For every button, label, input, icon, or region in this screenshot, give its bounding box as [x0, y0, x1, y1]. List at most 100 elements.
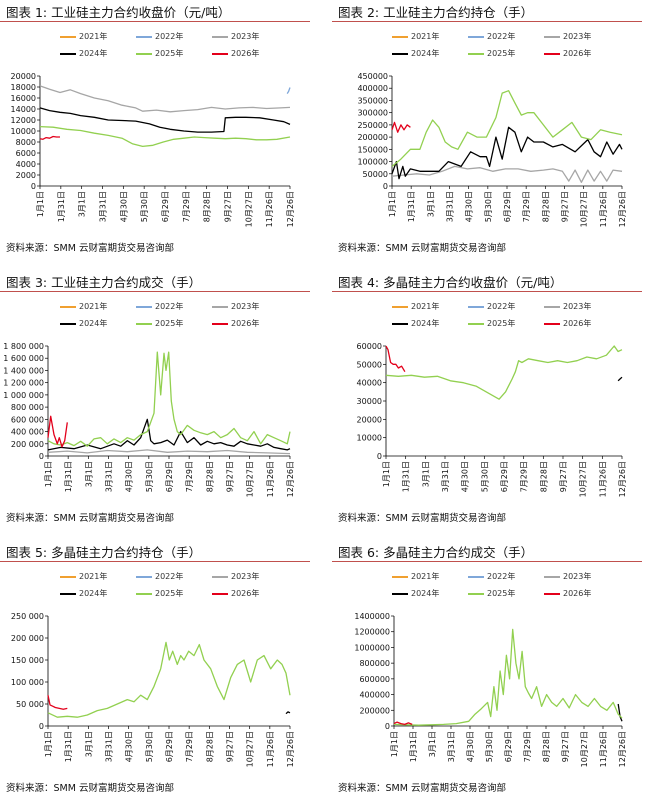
legend-swatch	[136, 35, 152, 38]
legend-label: 2022年	[155, 302, 184, 311]
title-divider	[0, 21, 310, 22]
legend-swatch	[544, 35, 560, 38]
x-tick-label: 6月29日	[503, 191, 512, 222]
legend-label: 2023年	[231, 32, 260, 41]
legend-item: 2026年	[544, 318, 620, 329]
legend-swatch	[468, 592, 484, 595]
y-tick-label: 4000	[16, 160, 36, 169]
x-tick-label: 3月1日	[84, 461, 93, 487]
y-tick-label: 600 000	[11, 415, 44, 424]
y-tick-label: 150000	[357, 145, 388, 154]
legend-item: 2023年	[544, 31, 620, 42]
y-tick-label: 250 000	[11, 612, 44, 621]
x-tick-label: 8月28日	[539, 461, 548, 492]
legend-swatch	[468, 52, 484, 55]
legend-item: 2023年	[544, 571, 620, 582]
legend-label: 2021年	[79, 302, 108, 311]
series-line-2022	[286, 87, 291, 94]
series-line-2025	[391, 90, 623, 167]
legend-swatch	[392, 305, 408, 308]
legend-item: 2023年	[544, 301, 620, 312]
legend-item: 2022年	[468, 301, 544, 312]
x-tick-label: 10月27日	[580, 731, 589, 767]
chart-panel-1: 图表 1: 工业硅主力合约收盘价（元/吨） 2021年 2022年 2023年 2024…	[0, 0, 318, 265]
series-line-2026	[39, 135, 60, 140]
x-tick-label: 9月27日	[226, 731, 235, 762]
figure-title: 图表 5: 多晶硅主力合约持仓（手）	[6, 545, 202, 560]
legend-label: 2026年	[231, 319, 260, 328]
title-divider	[332, 21, 642, 22]
line-chart: 0 50000 100000 150000 200000 250000 300000 3500…	[357, 72, 627, 227]
legend-label: 2022年	[487, 572, 516, 581]
legend-item: 2021年	[392, 571, 468, 582]
legend-label: 2025年	[155, 319, 184, 328]
y-tick-label: 0	[377, 452, 382, 461]
legend-label: 2025年	[155, 49, 184, 58]
x-tick-label: 7月29日	[185, 461, 194, 492]
legend-item: 2023年	[212, 571, 288, 582]
x-tick-label: 1月31日	[57, 191, 66, 222]
line-chart: 0 200 000 400 000 600 000 800 000 1 000 000 1 …	[3, 342, 295, 497]
figure-title: 图表 4: 多晶硅主力合约收盘价（元/吨）	[338, 275, 563, 290]
y-tick-label: 150 000	[11, 656, 44, 665]
x-tick-label: 11月26日	[599, 191, 608, 227]
y-tick-label: 40000	[357, 379, 382, 388]
legend-label: 2024年	[411, 319, 440, 328]
source-note: 资料来源：SMM 云财富期货交易咨询部	[338, 783, 506, 794]
x-tick-label: 11月26日	[266, 731, 275, 767]
legend-item: 2026年	[212, 318, 288, 329]
y-tick-label: 1 400 000	[3, 366, 44, 375]
x-tick-label: 4月30日	[119, 191, 128, 222]
legend-swatch	[468, 35, 484, 38]
x-tick-label: 3月31日	[105, 731, 114, 762]
chart-panel-2: 图表 2: 工业硅主力合约持仓（手） 2021年 2022年 2023年 2024年 20…	[332, 0, 649, 265]
x-tick-label: 1月1日	[44, 461, 53, 487]
legend-label: 2026年	[231, 49, 260, 58]
x-tick-label: 10月27日	[580, 191, 589, 227]
y-tick-label: 1 800 000	[3, 342, 44, 351]
legend-swatch	[136, 305, 152, 308]
legend-item: 2023年	[212, 301, 288, 312]
x-tick-label: 3月31日	[446, 191, 455, 222]
legend-label: 2023年	[563, 32, 592, 41]
x-tick-label: 3月1日	[421, 461, 430, 487]
legend-swatch	[468, 305, 484, 308]
series-line-2023	[39, 85, 291, 113]
series-line-2024	[617, 703, 623, 722]
y-tick-label: 6000	[16, 149, 36, 158]
legend-label: 2025年	[487, 589, 516, 598]
legend-label: 2023年	[563, 302, 592, 311]
x-tick-label: 3月31日	[447, 731, 456, 762]
x-tick-label: 12月26日	[286, 461, 295, 497]
title-divider	[332, 291, 642, 292]
legend-swatch	[544, 592, 560, 595]
x-tick-label: 1月31日	[407, 191, 416, 222]
x-tick-label: 6月29日	[161, 191, 170, 222]
legend-swatch	[392, 575, 408, 578]
legend-item: 2026年	[544, 588, 620, 599]
legend-swatch	[544, 52, 560, 55]
series-line-2024	[617, 376, 623, 382]
x-tick-label: 6月29日	[165, 731, 174, 762]
y-tick-label: 0	[39, 452, 44, 461]
y-tick-label: 50000	[363, 170, 388, 179]
x-tick-label: 6月29日	[165, 461, 174, 492]
legend-swatch	[212, 35, 228, 38]
series-line-2026	[393, 721, 413, 726]
legend-item: 2022年	[136, 31, 212, 42]
x-tick-label: 12月26日	[618, 191, 627, 227]
x-tick-label: 8月28日	[203, 191, 212, 222]
y-tick-label: 20000	[11, 72, 36, 81]
legend-label: 2024年	[79, 319, 108, 328]
legend-item: 2022年	[468, 571, 544, 582]
y-tick-label: 1 600 000	[3, 354, 44, 363]
x-tick-label: 6月29日	[504, 731, 513, 762]
legend-row: 2021年 2022年 2023年	[60, 571, 290, 582]
x-tick-label: 11月26日	[265, 191, 274, 227]
legend-swatch	[392, 322, 408, 325]
y-tick-label: 400000	[357, 84, 388, 93]
x-tick-label: 7月29日	[522, 191, 531, 222]
x-tick-label: 1月1日	[388, 191, 397, 217]
y-tick-label: 1000000	[354, 643, 390, 652]
legend-item: 2024年	[392, 588, 468, 599]
